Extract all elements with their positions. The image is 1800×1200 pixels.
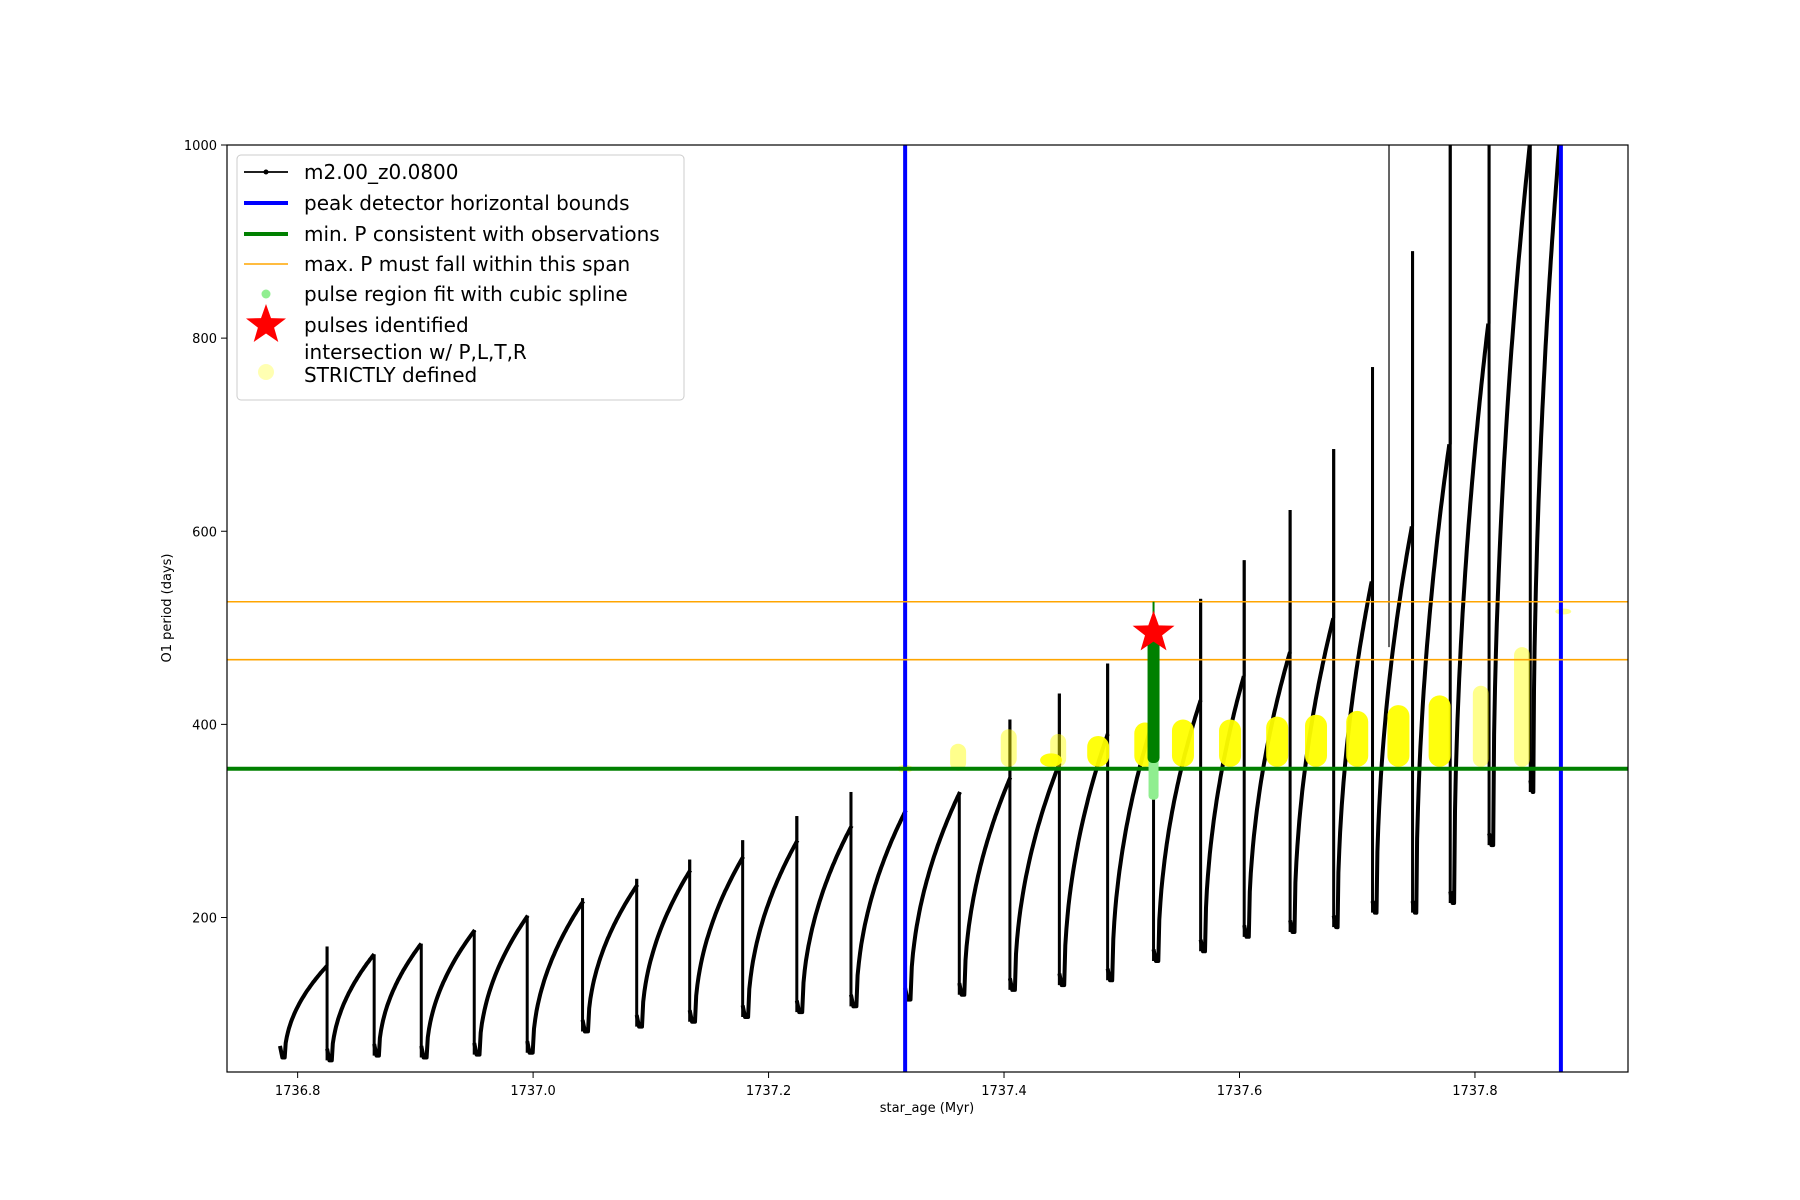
model-cycle bbox=[1370, 526, 1414, 915]
intersection-region bbox=[1000, 729, 1017, 767]
model-cycle bbox=[849, 809, 908, 1009]
model-cycle bbox=[525, 899, 586, 1055]
intersection-region bbox=[1472, 685, 1489, 767]
intersection-region bbox=[1346, 710, 1369, 767]
model-cycle bbox=[1410, 444, 1452, 915]
x-tick-label: 1737.0 bbox=[510, 1084, 556, 1099]
model-cycle bbox=[1487, 145, 1532, 848]
legend-swatch bbox=[246, 304, 286, 342]
intersection-region bbox=[1514, 647, 1531, 767]
model-cycle bbox=[1528, 145, 1562, 794]
x-tick-label: 1737.8 bbox=[1452, 1084, 1498, 1099]
y-tick-label: 800 bbox=[192, 332, 217, 347]
spline-region bbox=[1147, 601, 1160, 800]
intersection-region bbox=[1087, 735, 1110, 767]
model-cycle bbox=[740, 839, 800, 1019]
reference-lines bbox=[227, 145, 1628, 1072]
x-tick-label: 1737.6 bbox=[1217, 1084, 1263, 1099]
model-cycle bbox=[372, 942, 423, 1058]
legend-label: min. P consistent with observations bbox=[304, 222, 660, 246]
intersection-region bbox=[1040, 753, 1063, 767]
model-cycle bbox=[903, 791, 962, 1002]
legend-swatch-dot bbox=[263, 169, 269, 175]
intersection-region bbox=[1305, 714, 1328, 767]
plot-frame bbox=[226, 144, 1629, 1073]
pulse-star bbox=[1132, 610, 1175, 651]
x-axis-ticks: 1736.8 1737.0 1737.2 1737.4 1737.6 1737.8 bbox=[275, 1072, 1498, 1099]
y-axis-ticks: 200 400 600 800 1000 bbox=[184, 139, 227, 927]
model-cycle bbox=[687, 855, 745, 1024]
model-cycle bbox=[278, 964, 329, 1060]
x-tick-label: 1737.4 bbox=[981, 1084, 1027, 1099]
y-tick-label: 400 bbox=[192, 718, 217, 733]
model-cycle bbox=[472, 914, 530, 1057]
legend-label: max. P must fall within this span bbox=[304, 252, 630, 276]
model-series bbox=[278, 145, 1563, 1063]
x-tick-label: 1737.2 bbox=[746, 1084, 792, 1099]
model-cycle bbox=[325, 952, 376, 1063]
model-cycle bbox=[580, 883, 640, 1034]
model-cycle bbox=[419, 928, 477, 1060]
model-cycle bbox=[957, 776, 1013, 997]
legend-swatch bbox=[261, 289, 271, 299]
model-cycle bbox=[634, 869, 693, 1029]
model-cycle bbox=[1448, 323, 1491, 906]
y-tick-label: 600 bbox=[192, 525, 217, 540]
y-tick-label: 200 bbox=[192, 912, 217, 927]
intersection-region bbox=[1266, 716, 1289, 767]
intersection-region bbox=[1387, 705, 1410, 767]
legend-label: m2.00_z0.0800 bbox=[304, 160, 459, 184]
intersection-regions bbox=[897, 608, 1572, 773]
intersection-region bbox=[1428, 695, 1451, 767]
intersection-region bbox=[1171, 719, 1194, 767]
legend-box bbox=[236, 154, 685, 401]
spline-fit-core bbox=[1147, 629, 1160, 763]
model-cycle bbox=[1331, 581, 1374, 930]
intersection-region bbox=[1555, 608, 1572, 615]
y-tick-label: 1000 bbox=[184, 139, 217, 154]
x-tick-label: 1736.8 bbox=[275, 1084, 321, 1099]
legend-swatch bbox=[258, 364, 274, 380]
pulses-identified bbox=[1132, 610, 1175, 651]
model-cycle bbox=[1151, 699, 1203, 963]
legend-label: STRICTLY defined bbox=[304, 363, 477, 387]
y-axis-label: O1 period (days) bbox=[160, 553, 175, 662]
model-cycle bbox=[1007, 762, 1062, 992]
intersection-region bbox=[950, 743, 967, 771]
legend-label: pulses identified bbox=[304, 313, 469, 337]
legend-label: intersection w/ P,L,T,R bbox=[304, 340, 527, 364]
intersection-region bbox=[1219, 719, 1242, 767]
x-axis-label: star_age (Myr) bbox=[880, 1101, 974, 1116]
model-cycle bbox=[794, 824, 854, 1015]
legend-label: pulse region fit with cubic spline bbox=[304, 282, 628, 306]
legend-label: peak detector horizontal bounds bbox=[304, 191, 630, 215]
